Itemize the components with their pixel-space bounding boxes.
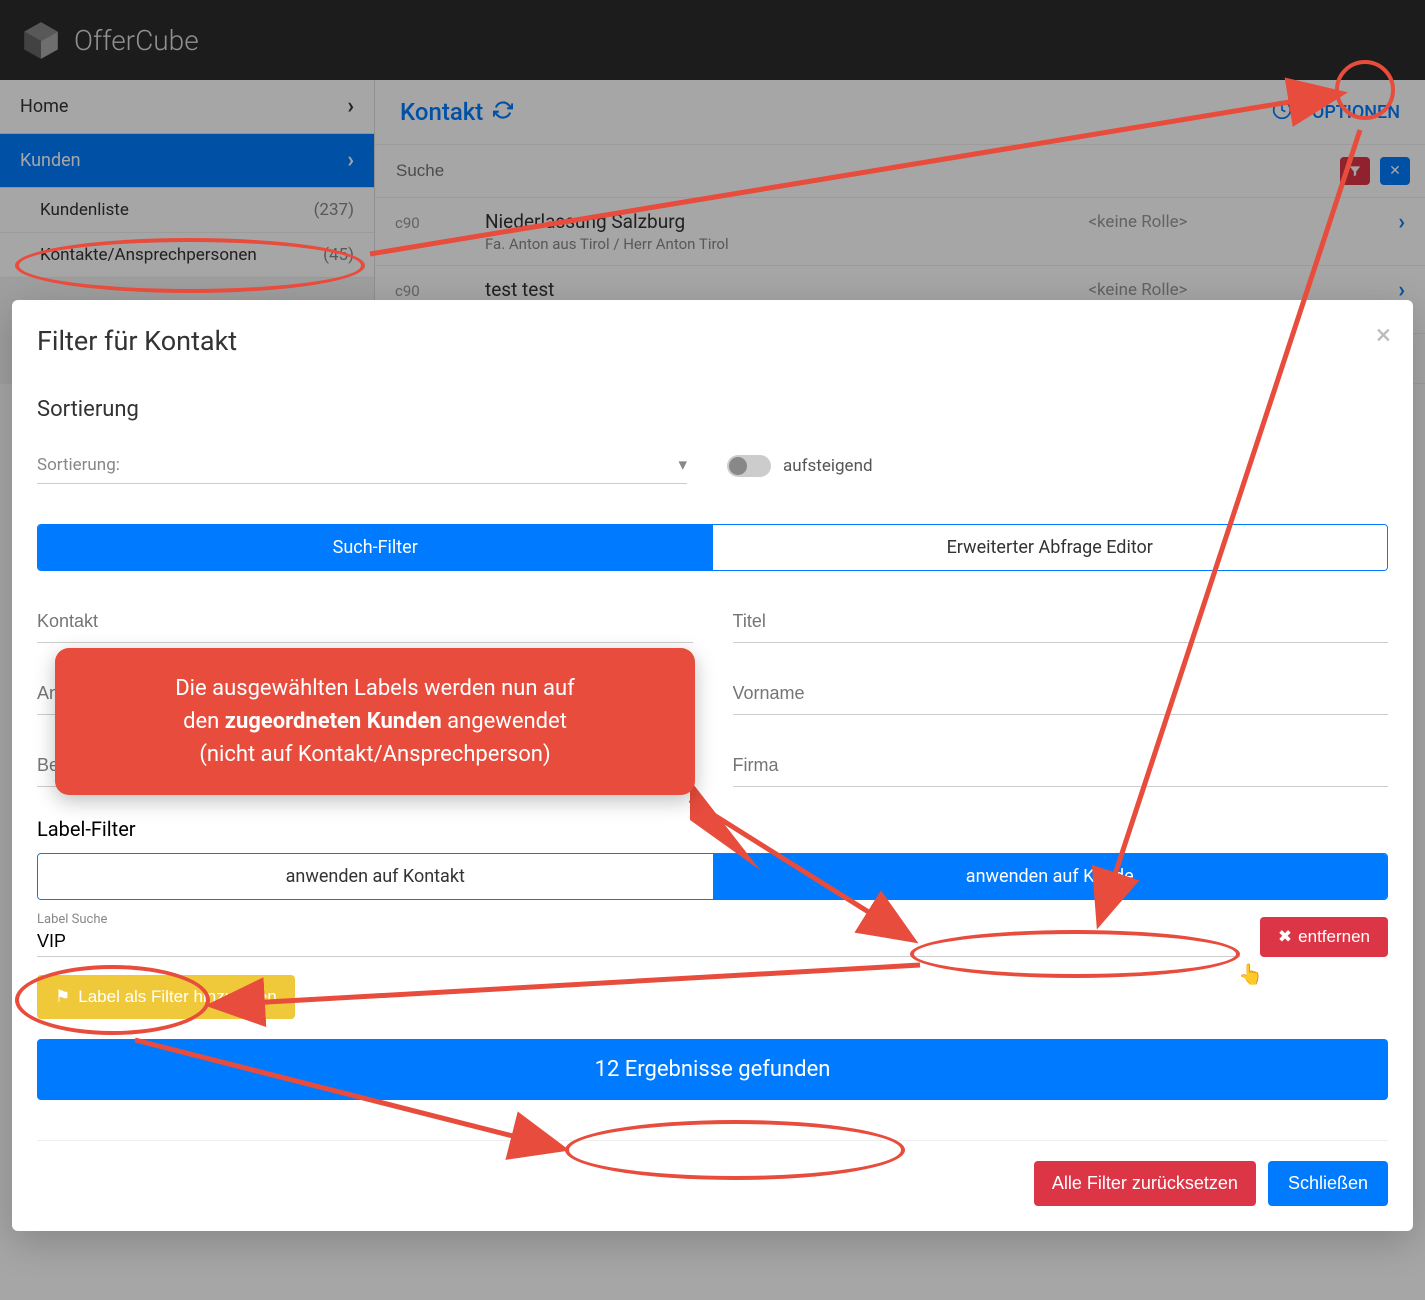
sort-select[interactable]: Sortierung: ▾ xyxy=(37,447,687,484)
ascending-label: aufsteigend xyxy=(783,456,873,476)
add-label-button[interactable]: ⚑ Label als Filter hinzufügen xyxy=(37,975,295,1019)
ascending-toggle-wrap: aufsteigend xyxy=(727,455,873,477)
bezirk-field[interactable] xyxy=(37,745,693,787)
filter-modal: × Filter für Kontakt Sortierung Sortieru… xyxy=(12,300,1413,1231)
label-search-caption: Label Suche xyxy=(37,912,1240,927)
label-search-row: Label Suche ✖ entfernen xyxy=(37,912,1388,957)
filter-tabs: Such-Filter Erweiterter Abfrage Editor xyxy=(37,524,1388,571)
modal-footer: Alle Filter zurücksetzen Schließen xyxy=(37,1140,1388,1206)
x-icon: ✖ xyxy=(1278,927,1292,947)
sort-heading: Sortierung xyxy=(37,397,1388,422)
add-label-text: Label als Filter hinzufügen xyxy=(78,987,276,1007)
apply-tab-kunde[interactable]: anwenden auf Kunde xyxy=(713,854,1388,899)
sort-row: Sortierung: ▾ aufsteigend xyxy=(37,447,1388,484)
modal-title: Filter für Kontakt xyxy=(37,325,1388,357)
anrede-field[interactable] xyxy=(37,673,693,715)
flag-icon: ⚑ xyxy=(55,987,70,1007)
results-bar[interactable]: 12 Ergebnisse gefunden xyxy=(37,1039,1388,1100)
firma-field[interactable] xyxy=(733,745,1389,787)
titel-field[interactable] xyxy=(733,601,1389,643)
chevron-down-icon: ▾ xyxy=(678,455,687,475)
vorname-field[interactable] xyxy=(733,673,1389,715)
remove-label: entfernen xyxy=(1298,927,1370,947)
kontakt-field[interactable] xyxy=(37,601,693,643)
label-filter-heading: Label-Filter xyxy=(37,817,1388,841)
field-grid xyxy=(37,601,1388,787)
label-search-input[interactable] xyxy=(37,927,1240,957)
remove-button[interactable]: ✖ entfernen xyxy=(1260,917,1388,957)
sort-placeholder: Sortierung: xyxy=(37,455,120,475)
apply-tabs: anwenden auf Kontakt anwenden auf Kunde xyxy=(37,853,1388,900)
reset-filters-button[interactable]: Alle Filter zurücksetzen xyxy=(1034,1161,1256,1206)
tab-search-filter[interactable]: Such-Filter xyxy=(38,525,713,570)
label-search-field: Label Suche xyxy=(37,912,1240,957)
apply-tab-kontakt[interactable]: anwenden auf Kontakt xyxy=(38,854,713,899)
tab-advanced-query[interactable]: Erweiterter Abfrage Editor xyxy=(713,525,1388,570)
close-icon[interactable]: × xyxy=(1376,318,1391,351)
ascending-toggle[interactable] xyxy=(727,455,771,477)
close-button[interactable]: Schließen xyxy=(1268,1161,1388,1206)
label-filter-section: Label-Filter anwenden auf Kontakt anwend… xyxy=(37,817,1388,1100)
